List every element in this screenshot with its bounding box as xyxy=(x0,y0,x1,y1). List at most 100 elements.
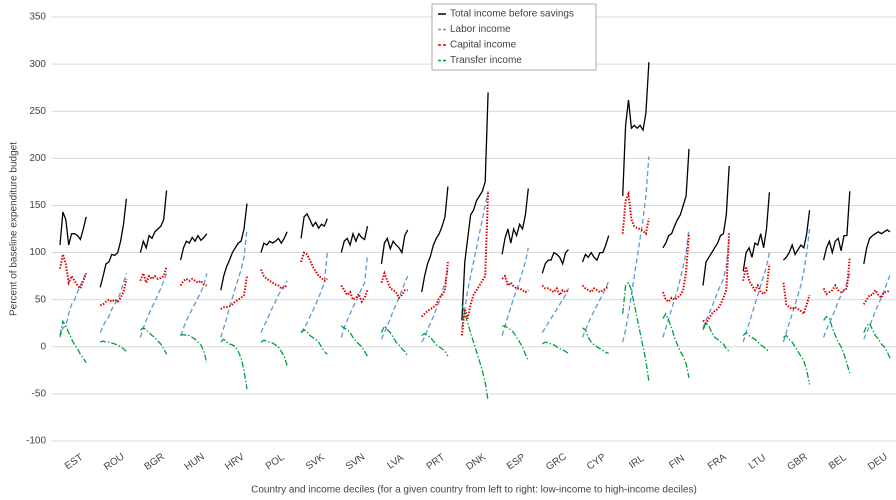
series-line xyxy=(742,331,770,353)
series-line xyxy=(662,312,690,379)
series-line xyxy=(702,231,731,325)
y-tick-label: 50 xyxy=(35,294,47,305)
x-tick-label: POL xyxy=(264,452,287,473)
series-line xyxy=(99,278,128,307)
series-line xyxy=(862,288,891,305)
series-line xyxy=(99,198,128,288)
series-line xyxy=(822,191,851,261)
y-tick-label: 0 xyxy=(40,341,46,352)
series-line xyxy=(461,304,489,401)
x-tick-label: SVK xyxy=(304,452,327,473)
series-line xyxy=(300,251,328,283)
series-line xyxy=(782,228,811,343)
y-tick-label: 100 xyxy=(29,247,46,258)
x-tick-label: FIN xyxy=(667,453,687,471)
series-line xyxy=(581,235,610,263)
series-line xyxy=(380,324,409,357)
x-tick-label: EST xyxy=(63,452,85,472)
series-line xyxy=(99,273,128,333)
series-line xyxy=(220,275,248,310)
series-line xyxy=(421,186,449,293)
series-line xyxy=(340,284,369,304)
y-axis-label: Percent of baseline expenditure budget xyxy=(9,142,20,316)
series-line xyxy=(300,328,328,355)
legend-label: Transfer income xyxy=(450,55,522,66)
series-line xyxy=(661,233,690,303)
x-tick-label: LTU xyxy=(747,452,768,471)
series-line xyxy=(822,273,851,338)
series-line xyxy=(260,269,288,290)
series-line xyxy=(863,229,891,265)
series-line xyxy=(662,148,690,249)
series-line xyxy=(179,273,208,336)
series-line xyxy=(461,191,489,328)
series-line xyxy=(220,203,248,291)
series-line xyxy=(460,191,490,336)
x-tick-label: IRL xyxy=(627,453,646,471)
series-line xyxy=(581,280,610,338)
series-line xyxy=(622,156,650,343)
series-line xyxy=(180,333,208,363)
series-line xyxy=(501,188,529,255)
x-tick-label: GRC xyxy=(544,451,569,473)
legend-label: Capital income xyxy=(450,40,517,51)
series-line xyxy=(59,254,88,291)
x-axis-label: Country and income deciles (for a given … xyxy=(251,485,697,496)
series-line xyxy=(702,165,730,286)
y-tick-label: 300 xyxy=(29,59,46,70)
series-line xyxy=(742,192,771,272)
x-tick-label: HRV xyxy=(223,451,247,472)
x-tick-label: BGR xyxy=(143,451,167,472)
series-line xyxy=(742,252,771,343)
series-line xyxy=(541,288,570,333)
series-line xyxy=(541,249,569,274)
series-line xyxy=(822,257,851,296)
x-tick-label: CYP xyxy=(585,452,608,473)
series-line xyxy=(59,319,87,364)
y-tick-label: 200 xyxy=(29,153,46,164)
series-line xyxy=(300,252,328,333)
x-tick-label: ROU xyxy=(102,451,127,473)
y-tick-label: 350 xyxy=(29,12,46,23)
y-tick-label: -100 xyxy=(26,436,46,447)
series-line xyxy=(139,266,168,286)
series-line xyxy=(502,325,529,362)
series-line xyxy=(541,341,569,354)
series-line xyxy=(621,190,650,236)
series-line xyxy=(139,273,168,338)
x-tick-label: GBR xyxy=(786,451,810,472)
series-line xyxy=(59,211,87,246)
x-tick-label: ESP xyxy=(505,452,528,473)
series-line xyxy=(260,339,288,366)
x-tick-label: SVN xyxy=(344,452,367,473)
series-line xyxy=(421,269,449,343)
series-line xyxy=(140,327,168,355)
x-tick-label: PRT xyxy=(425,452,448,472)
series-line xyxy=(823,315,851,374)
series-line xyxy=(260,231,288,253)
series-line xyxy=(340,226,369,253)
series-line xyxy=(582,327,609,355)
series-line xyxy=(220,338,248,390)
series-line xyxy=(340,325,369,357)
x-tick-label: LVA xyxy=(385,452,406,471)
series-line xyxy=(581,284,610,294)
series-line xyxy=(782,210,811,261)
series-line xyxy=(380,275,409,340)
y-tick-label: -50 xyxy=(32,389,47,400)
x-tick-label: FRA xyxy=(706,452,729,473)
series-line xyxy=(300,212,328,239)
series-line xyxy=(179,277,208,287)
series-line xyxy=(99,340,127,352)
series-line xyxy=(421,332,449,357)
legend-box xyxy=(431,3,597,71)
series-line xyxy=(139,190,168,253)
series-line xyxy=(622,281,650,382)
x-tick-label: HUN xyxy=(183,451,207,472)
y-tick-label: 150 xyxy=(29,200,46,211)
series-line xyxy=(461,92,489,321)
series-line xyxy=(501,247,529,336)
series-line xyxy=(541,284,570,298)
series-line xyxy=(783,334,811,385)
